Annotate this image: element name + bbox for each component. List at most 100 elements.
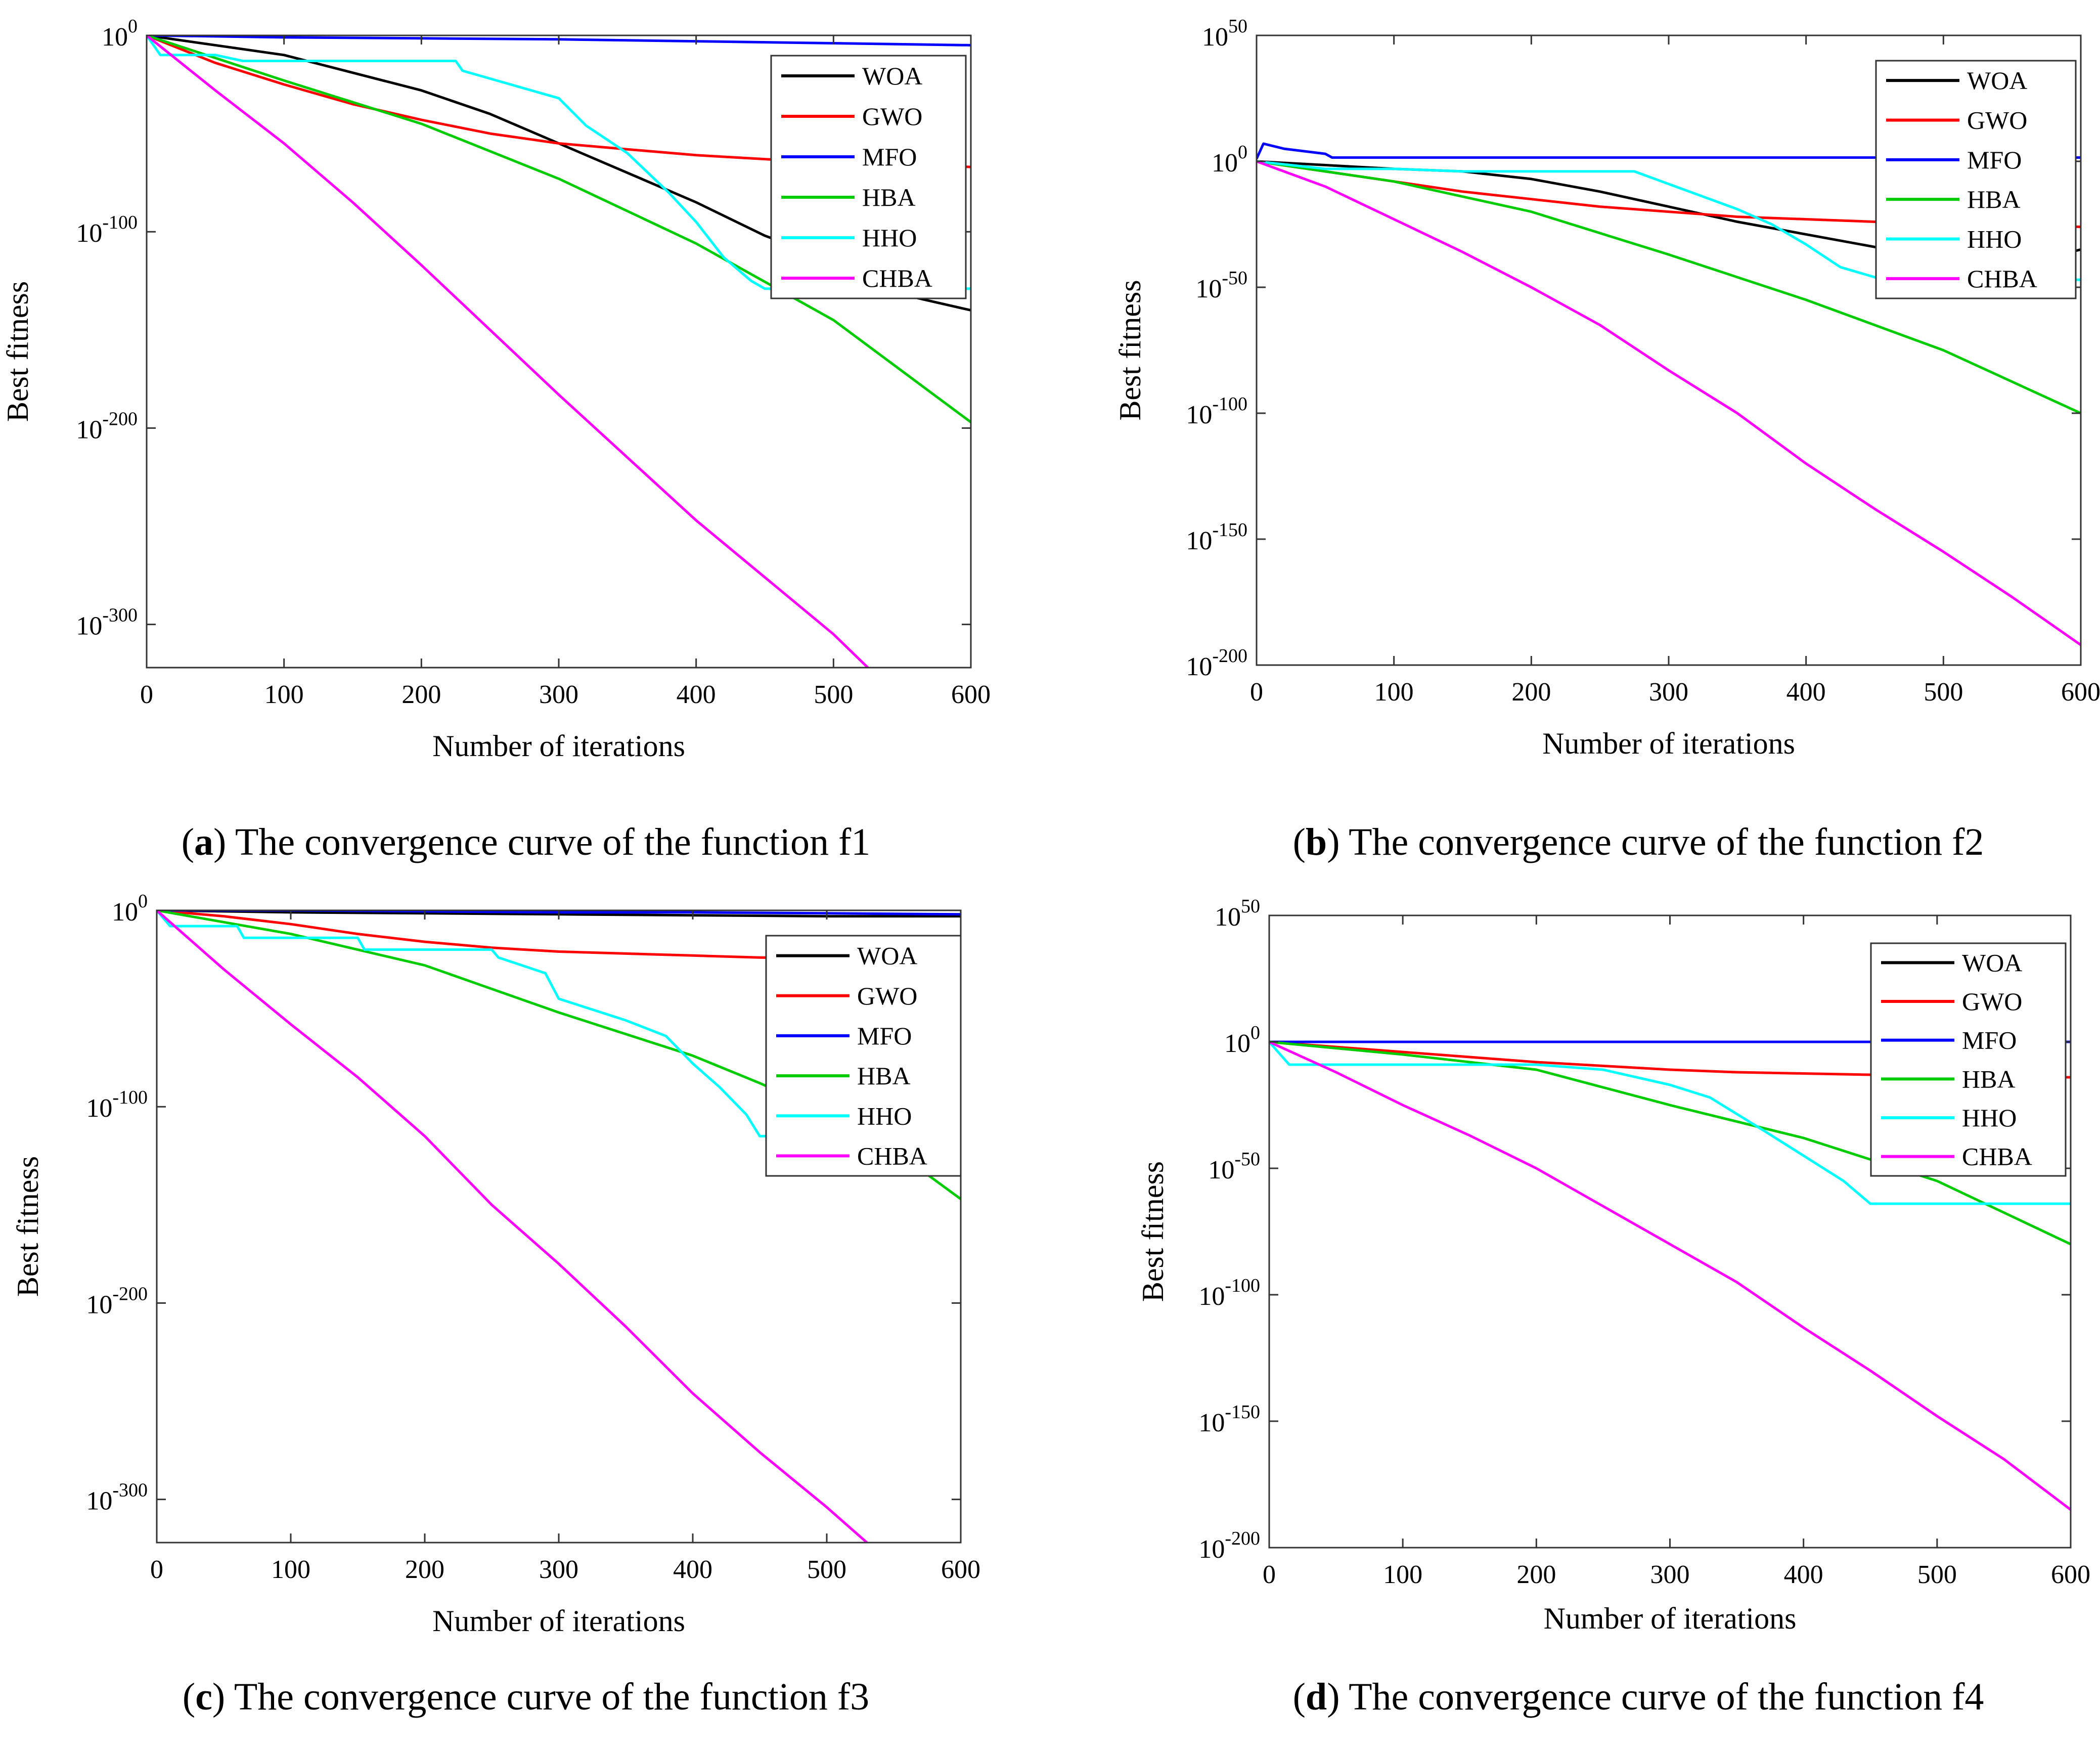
y-tick-label: 10-200	[1198, 1528, 1260, 1564]
legend: WOA GWO MFO HBA HHO CHBA	[1870, 942, 2067, 1177]
y-tick-label: 10-200	[1186, 645, 1247, 681]
legend-label-gwo: GWO	[1962, 987, 2022, 1016]
x-tick-label: 200	[1511, 678, 1551, 707]
series-line-hba	[1257, 160, 2081, 415]
x-tick-label: 0	[150, 1555, 163, 1584]
legend-label-mfo: MFO	[1967, 146, 2022, 174]
legend-label-mfo: MFO	[1962, 1026, 2017, 1055]
series-line-hho	[147, 35, 971, 290]
series-line-hho	[157, 910, 961, 1137]
legend-box	[765, 935, 962, 1177]
y-tick-label: 100	[102, 16, 138, 52]
x-tick-label: 400	[1786, 678, 1826, 707]
y-tick-label: 10-100	[1186, 393, 1247, 429]
series-line-mfo	[1257, 142, 2081, 160]
y-tick-label: 10-300	[86, 1480, 148, 1516]
x-tick-label: 500	[807, 1555, 846, 1584]
panel-caption: (a) The convergence curve of the functio…	[182, 821, 871, 863]
x-axis-label: Number of iterations	[432, 1604, 685, 1638]
series-line-hho	[1269, 1041, 2071, 1205]
y-axis-label: Best fitness	[1136, 1161, 1170, 1302]
legend-label-hho: HHO	[1962, 1104, 2017, 1132]
y-tick-label: 10-100	[76, 212, 138, 248]
x-tick-label: 300	[539, 1555, 578, 1584]
x-tick-label: 400	[677, 680, 716, 709]
legend-label-chba: CHBA	[1962, 1143, 2032, 1171]
x-tick-label: 500	[1917, 1560, 1957, 1589]
legend-box	[1875, 60, 2077, 299]
y-tick-label: 10-200	[86, 1283, 148, 1319]
x-tick-label: 100	[271, 1555, 310, 1584]
x-tick-label: 100	[264, 680, 304, 709]
chart-panel-b: 0 100 200 300 400 500 600 1050 100 10-50 10-100 10-…	[1113, 16, 2100, 863]
legend-label-woa: WOA	[1962, 948, 2022, 977]
y-tick-label: 10-100	[86, 1087, 148, 1123]
legend-box	[770, 55, 967, 299]
series-line-chba	[147, 35, 869, 668]
x-tick-label: 400	[673, 1555, 712, 1584]
y-tick-label: 10-50	[1208, 1149, 1260, 1184]
legend-label-hho: HHO	[1967, 225, 2022, 253]
legend-box	[1870, 942, 2067, 1177]
legend-label-woa: WOA	[857, 942, 917, 970]
series-line-chba	[157, 910, 868, 1543]
series-line-hba	[147, 35, 971, 423]
chart-panel-a: 0 100 200 300 400 500 600 100 10-100 10-200 10-300…	[1, 16, 991, 863]
x-tick-label: 300	[1650, 1560, 1690, 1589]
x-tick-label: 0	[140, 680, 153, 709]
y-tick-label: 10-300	[76, 605, 138, 641]
x-axis-label: Number of iterations	[432, 729, 685, 763]
legend-label-mfo: MFO	[857, 1022, 912, 1050]
y-tick-label: 10-150	[1198, 1401, 1260, 1437]
y-tick-label: 10-150	[1186, 519, 1247, 555]
y-tick-label: 100	[1212, 142, 1247, 178]
x-axis-label: Number of iterations	[1544, 1602, 1797, 1635]
series-line-hba	[1269, 1040, 2071, 1246]
series-line-chba	[1257, 160, 2081, 646]
chart-panel-c: 0 100 200 300 400 500 600 100 10-100 10-200 10-300…	[11, 891, 980, 1718]
panel-caption: (d) The convergence curve of the functio…	[1293, 1676, 1984, 1718]
y-axis-label: Best fitness	[11, 1156, 44, 1297]
x-tick-label: 100	[1374, 678, 1414, 707]
y-tick-label: 1050	[1215, 896, 1260, 932]
legend-label-hho: HHO	[857, 1102, 912, 1130]
legend-label-hba: HBA	[862, 183, 916, 211]
legend: WOA GWO MFO HBA HHO CHBA	[765, 935, 962, 1177]
y-tick-label: 100	[112, 891, 148, 927]
panel-caption: (c) The convergence curve of the functio…	[183, 1676, 869, 1718]
x-tick-label: 200	[401, 680, 441, 709]
legend-label-woa: WOA	[862, 62, 922, 90]
legend: WOA GWO MFO HBA HHO CHBA	[770, 55, 967, 299]
x-tick-label: 600	[2061, 678, 2100, 707]
legend-label-hba: HBA	[1967, 185, 2021, 213]
x-tick-label: 200	[405, 1555, 444, 1584]
series-line-chba	[1269, 1040, 2071, 1511]
y-axis-label: Best fitness	[1113, 280, 1147, 420]
x-axis-label: Number of iterations	[1542, 727, 1795, 760]
x-tick-label: 0	[1263, 1560, 1276, 1589]
legend-label-hho: HHO	[862, 224, 917, 252]
legend-label-gwo: GWO	[1967, 106, 2027, 135]
x-tick-label: 400	[1784, 1560, 1823, 1589]
legend-label-woa: WOA	[1967, 66, 2027, 95]
y-tick-label: 10-50	[1195, 268, 1247, 303]
y-tick-label: 10-200	[76, 408, 138, 444]
y-tick-label: 100	[1224, 1022, 1260, 1058]
x-tick-label: 0	[1250, 678, 1263, 707]
x-tick-label: 500	[814, 680, 853, 709]
x-tick-label: 600	[951, 680, 991, 709]
legend-label-chba: CHBA	[862, 264, 932, 292]
legend-label-mfo: MFO	[862, 143, 917, 171]
legend-label-gwo: GWO	[857, 982, 917, 1010]
legend-label-gwo: GWO	[862, 102, 922, 130]
legend: WOA GWO MFO HBA HHO CHBA	[1875, 60, 2077, 299]
y-tick-label: 1050	[1202, 16, 1247, 52]
legend-label-chba: CHBA	[857, 1142, 927, 1170]
x-tick-label: 600	[2051, 1560, 2090, 1589]
x-tick-label: 100	[1383, 1560, 1422, 1589]
x-tick-label: 200	[1516, 1560, 1556, 1589]
y-axis-label: Best fitness	[1, 281, 34, 422]
legend-label-hba: HBA	[857, 1062, 911, 1090]
legend-label-chba: CHBA	[1967, 265, 2037, 293]
